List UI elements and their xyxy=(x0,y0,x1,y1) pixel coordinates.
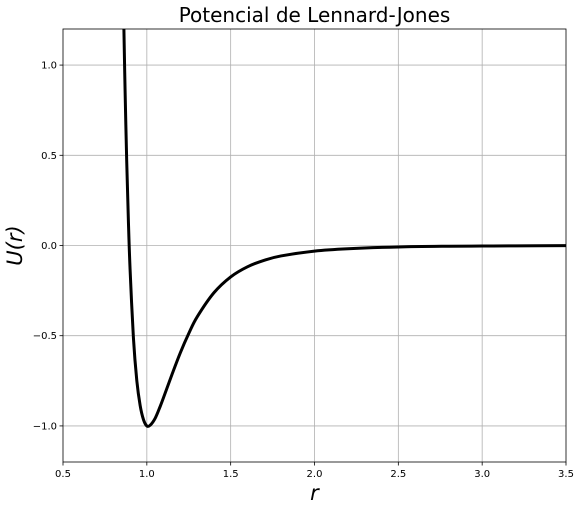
x-tick-label: 1.0 xyxy=(139,469,155,480)
chart-title: Potencial de Lennard-Jones xyxy=(179,3,451,27)
y-tick-label: 1.0 xyxy=(41,61,57,72)
potential-curve xyxy=(122,28,567,428)
x-tick-label: 3.0 xyxy=(474,469,490,480)
x-tick-label: 3.5 xyxy=(558,469,574,480)
y-tick-label: −1.0 xyxy=(33,421,57,432)
y-tick-label: 0.0 xyxy=(41,241,57,252)
y-tick-label: 0.5 xyxy=(41,151,57,162)
x-axis-label: r xyxy=(310,481,320,505)
x-tick-label: 2.0 xyxy=(307,469,323,480)
x-tick-label: 1.5 xyxy=(223,469,239,480)
x-tick-label: 2.5 xyxy=(390,469,406,480)
axis-ticks: 0.5 1.0 1.5 2.0 2.5 3.0 3.5 −1.0 −0.5 0.0 0.5 1.0 xyxy=(33,61,574,480)
x-tick-label: 0.5 xyxy=(55,469,71,480)
y-axis-label: U(r) xyxy=(3,225,27,265)
y-tick-label: −0.5 xyxy=(33,331,57,342)
